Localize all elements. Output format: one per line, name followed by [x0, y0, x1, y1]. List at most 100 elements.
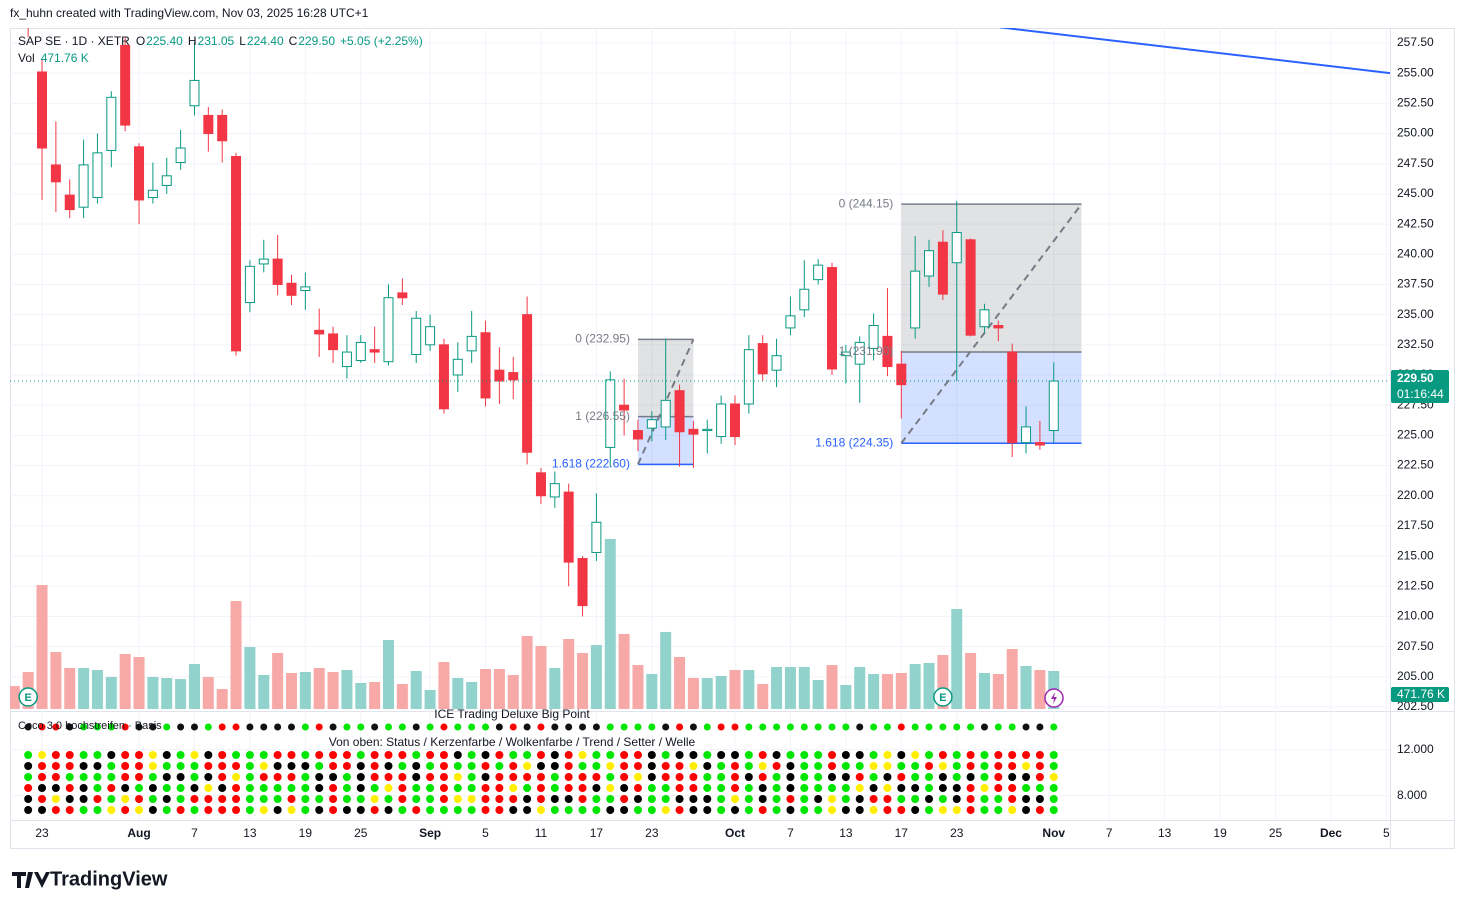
volume-bar	[64, 667, 76, 709]
signal-dot	[384, 806, 393, 814]
signal-dot	[911, 762, 920, 770]
candle-body	[314, 329, 325, 335]
signal-dot	[994, 762, 1003, 770]
signal-dot	[65, 751, 74, 759]
volume-bar	[410, 670, 422, 709]
status-dot	[786, 723, 794, 731]
signal-dot	[592, 773, 601, 781]
signal-dot	[689, 806, 698, 814]
brand-name: TradingView	[50, 868, 168, 890]
signal-dot	[135, 762, 144, 770]
signal-dot	[79, 806, 88, 814]
volume-bar	[299, 672, 311, 709]
status-dot	[260, 723, 268, 731]
signal-dot	[717, 784, 726, 792]
signal-dot	[536, 762, 545, 770]
signal-dot	[841, 795, 850, 803]
signal-dot	[550, 795, 559, 803]
signal-dot	[232, 795, 241, 803]
status-dot	[689, 723, 697, 731]
signal-dot	[744, 751, 753, 759]
last-price-box	[1391, 370, 1449, 404]
candle-body	[979, 309, 990, 328]
candle-body	[799, 288, 810, 311]
volume-bar	[480, 669, 492, 709]
signal-dot	[398, 784, 407, 792]
volume-bar	[604, 539, 616, 709]
candle-body	[591, 521, 602, 553]
signal-dot	[717, 762, 726, 770]
signal-dot	[1035, 795, 1044, 803]
signal-dot	[121, 751, 130, 759]
candle-body	[1007, 351, 1018, 444]
volume-bar	[965, 653, 977, 709]
signal-dot	[509, 751, 518, 759]
signal-dot	[786, 784, 795, 792]
candle-body	[425, 326, 436, 346]
y-tick-label: 252.50	[1397, 96, 1434, 110]
status-dot	[953, 723, 961, 731]
signal-dot	[259, 762, 268, 770]
signal-dot	[1049, 806, 1058, 814]
status-dot	[107, 723, 115, 731]
signal-dot	[79, 762, 88, 770]
volume-bar	[452, 677, 464, 709]
signal-dot	[952, 762, 961, 770]
signal-dot	[356, 773, 365, 781]
signal-dot	[814, 762, 823, 770]
signal-dot	[38, 762, 47, 770]
volume-bar	[549, 667, 561, 709]
signal-dot	[1008, 784, 1017, 792]
signal-dot	[398, 762, 407, 770]
signal-dot	[342, 751, 351, 759]
signal-dot	[107, 795, 116, 803]
signal-dot	[51, 806, 60, 814]
last-price-label: 229.50	[1397, 371, 1434, 385]
signal-dot	[772, 762, 781, 770]
signal-dot	[689, 795, 698, 803]
signal-dot	[647, 784, 656, 792]
earnings-marker	[18, 687, 38, 707]
signal-dot	[675, 784, 684, 792]
volume-bar	[383, 640, 395, 709]
signal-dot	[356, 751, 365, 759]
signal-dot	[1035, 751, 1044, 759]
signal-dot	[980, 762, 989, 770]
status-dot	[870, 723, 878, 731]
signal-dot	[453, 751, 462, 759]
status-dot	[662, 723, 670, 731]
signal-dot	[162, 773, 171, 781]
signal-dot	[190, 795, 199, 803]
signal-dot	[855, 795, 864, 803]
signal-dot	[855, 806, 864, 814]
signal-dot	[703, 784, 712, 792]
signal-dot	[883, 784, 892, 792]
volume-bar	[881, 674, 893, 709]
x-tick-label: 17	[895, 826, 909, 840]
signal-dot	[439, 806, 448, 814]
signal-dot	[162, 806, 171, 814]
signal-dot	[564, 762, 573, 770]
signal-dot	[800, 773, 809, 781]
signal-dot	[176, 784, 185, 792]
volume-bar	[923, 662, 935, 709]
signal-dot	[65, 795, 74, 803]
candle-body	[549, 483, 560, 498]
signal-dot	[245, 795, 254, 803]
signal-dot	[148, 784, 157, 792]
signal-dot	[342, 784, 351, 792]
signal-dot	[1035, 762, 1044, 770]
candle-body	[508, 372, 519, 381]
signal-dot	[495, 795, 504, 803]
earnings-label: E	[939, 692, 946, 704]
signal-dot	[467, 784, 476, 792]
candle-body	[716, 403, 727, 438]
legend-text: C	[289, 34, 298, 48]
candle-body	[438, 344, 449, 410]
signal-dot	[51, 795, 60, 803]
signal-dot	[121, 795, 130, 803]
candle-body	[868, 325, 879, 349]
signal-dot	[828, 751, 837, 759]
candle-body	[189, 79, 200, 107]
signal-dot	[1049, 751, 1058, 759]
